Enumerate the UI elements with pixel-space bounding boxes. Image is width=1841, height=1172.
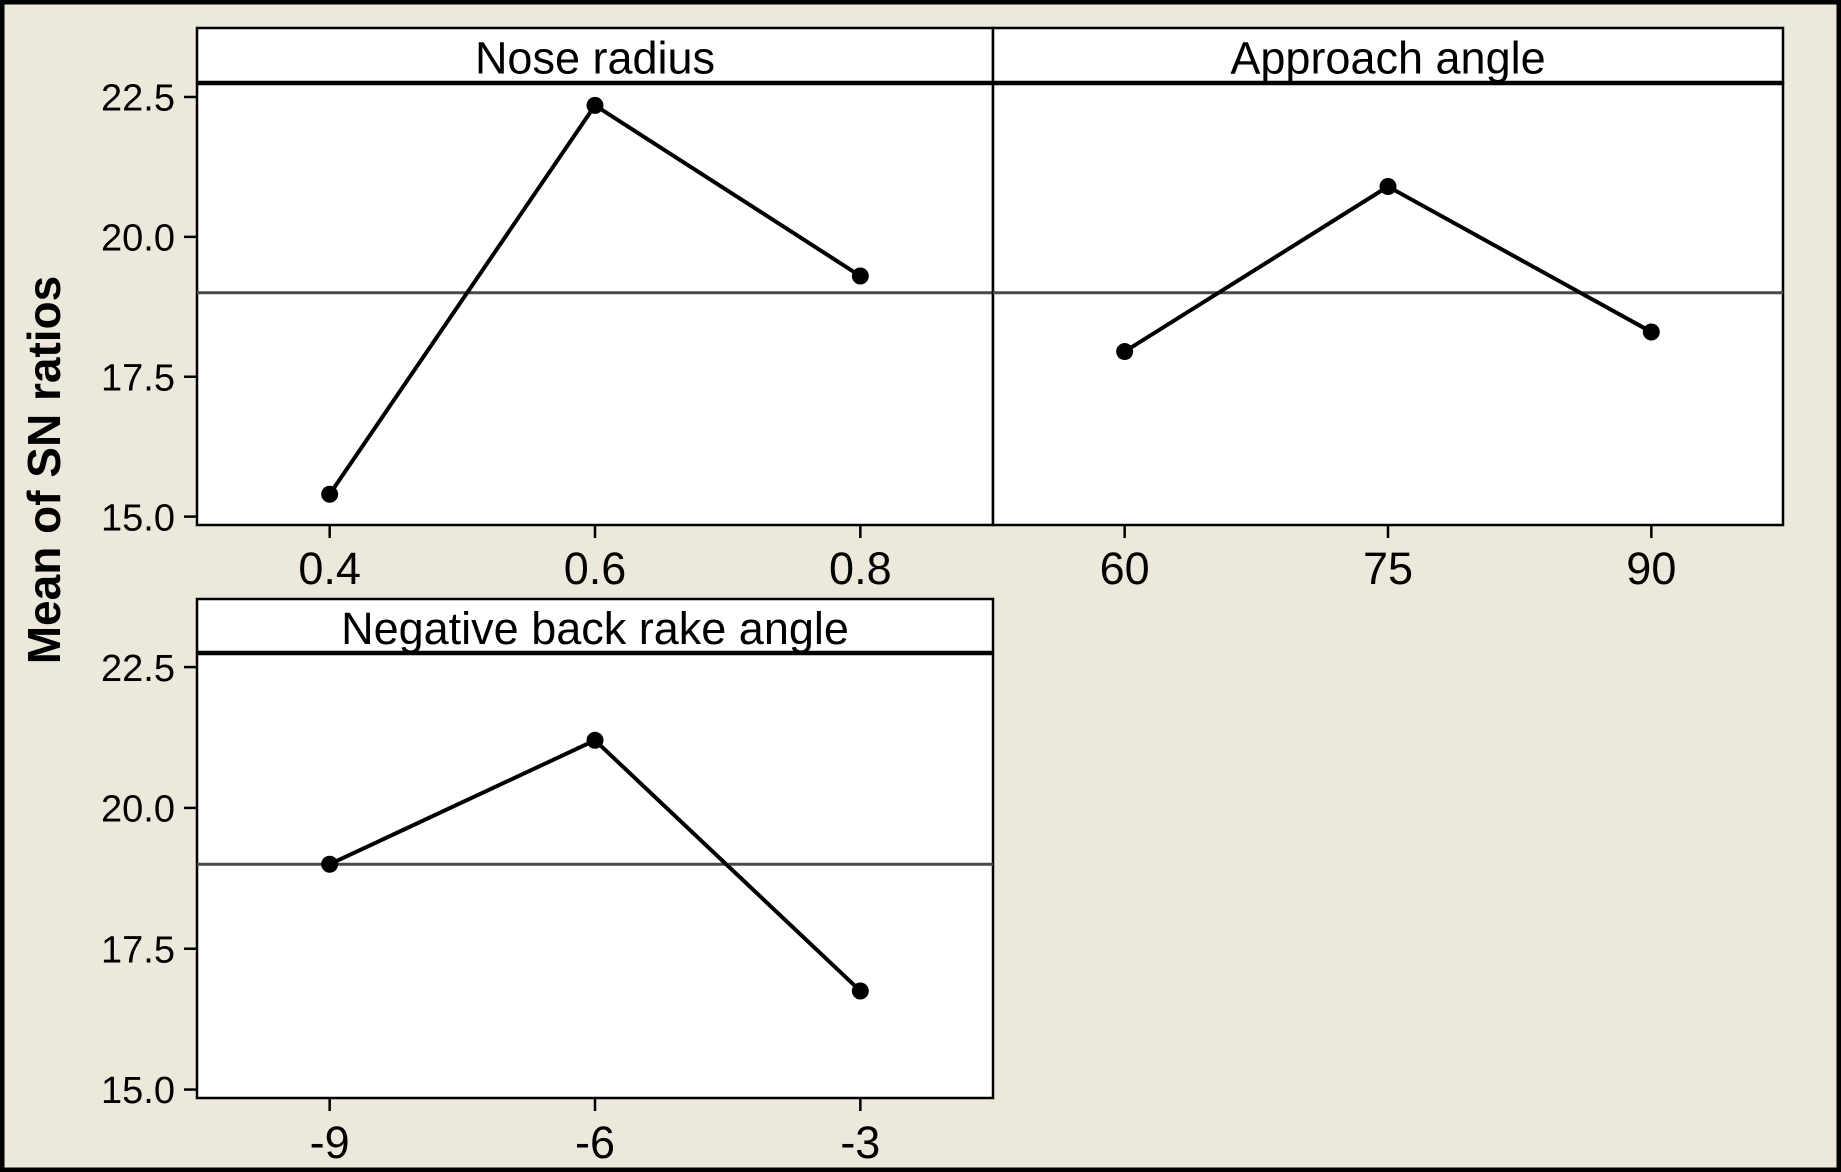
x-tick-label: 0.8 bbox=[829, 543, 892, 594]
x-tick-label: 75 bbox=[1363, 543, 1413, 594]
data-point bbox=[586, 96, 604, 114]
y-tick-label: 15.0 bbox=[101, 497, 175, 539]
plot-area bbox=[991, 81, 1785, 527]
x-tick-label: -6 bbox=[575, 1117, 615, 1168]
y-tick-label: 20.0 bbox=[101, 789, 175, 831]
x-tick-label: -3 bbox=[840, 1117, 880, 1168]
y-tick-label: 15.0 bbox=[101, 1070, 175, 1112]
x-tick-label: -9 bbox=[310, 1117, 350, 1168]
data-point bbox=[1642, 323, 1660, 341]
plot-area bbox=[195, 81, 995, 527]
panel-title: Nose radius bbox=[475, 33, 715, 84]
panel-title-strip bbox=[991, 26, 1785, 85]
x-tick-label: 90 bbox=[1626, 543, 1676, 594]
y-tick-label: 20.0 bbox=[101, 218, 175, 260]
x-tick-label: 0.4 bbox=[298, 543, 361, 594]
data-point bbox=[1116, 343, 1134, 361]
y-tick-label: 17.5 bbox=[101, 357, 175, 399]
data-point bbox=[321, 485, 339, 503]
y-tick-label: 22.5 bbox=[101, 78, 175, 120]
data-point bbox=[1379, 178, 1397, 196]
data-point bbox=[851, 982, 869, 1000]
y-tick-label: 17.5 bbox=[101, 929, 175, 971]
y-tick-label: 22.5 bbox=[101, 648, 175, 690]
panel-title: Negative back rake angle bbox=[341, 603, 849, 654]
x-tick-label: 0.6 bbox=[564, 543, 627, 594]
data-point bbox=[321, 855, 339, 873]
data-point bbox=[586, 731, 604, 749]
data-point bbox=[851, 267, 869, 285]
plot-area bbox=[195, 651, 995, 1100]
panel-title: Approach angle bbox=[1230, 33, 1545, 84]
x-tick-label: 60 bbox=[1100, 543, 1150, 594]
